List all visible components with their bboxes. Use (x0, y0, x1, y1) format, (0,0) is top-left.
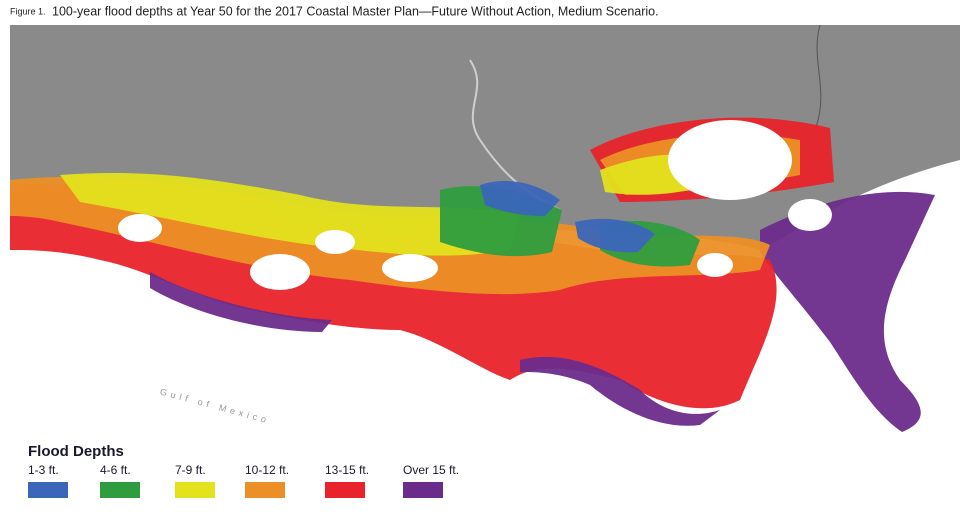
lake (668, 120, 792, 200)
lake (118, 214, 162, 242)
flood-zone (150, 272, 332, 332)
flood-zone (60, 172, 520, 256)
lake (315, 230, 355, 254)
lake (250, 254, 310, 290)
caption: 100-year flood depths at Year 50 for the… (52, 4, 659, 18)
lake (697, 253, 733, 277)
flood-zone (760, 191, 935, 432)
legend-title: Flood Depths (28, 443, 124, 460)
map (10, 24, 960, 440)
lake (788, 199, 832, 231)
flood-zone (520, 356, 720, 426)
legend-label: 10-12 ft. (245, 463, 289, 477)
lake (382, 254, 438, 282)
legend-swatch (403, 482, 443, 498)
legend-swatch (100, 482, 140, 498)
flood-zone (480, 180, 560, 216)
legend-swatch (175, 482, 215, 498)
legend-swatch (245, 482, 285, 498)
legend-label: 4-6 ft. (100, 463, 131, 477)
state-line (814, 24, 822, 131)
legend-label: Over 15 ft. (403, 463, 459, 477)
legend-label: 7-9 ft. (175, 463, 206, 477)
legend-label: 1-3 ft. (28, 463, 59, 477)
legend-label: 13-15 ft. (325, 463, 369, 477)
legend-swatch (28, 482, 68, 498)
legend-swatch (325, 482, 365, 498)
flood-zone (575, 218, 655, 253)
figure-label: Figure 1. (10, 6, 46, 16)
